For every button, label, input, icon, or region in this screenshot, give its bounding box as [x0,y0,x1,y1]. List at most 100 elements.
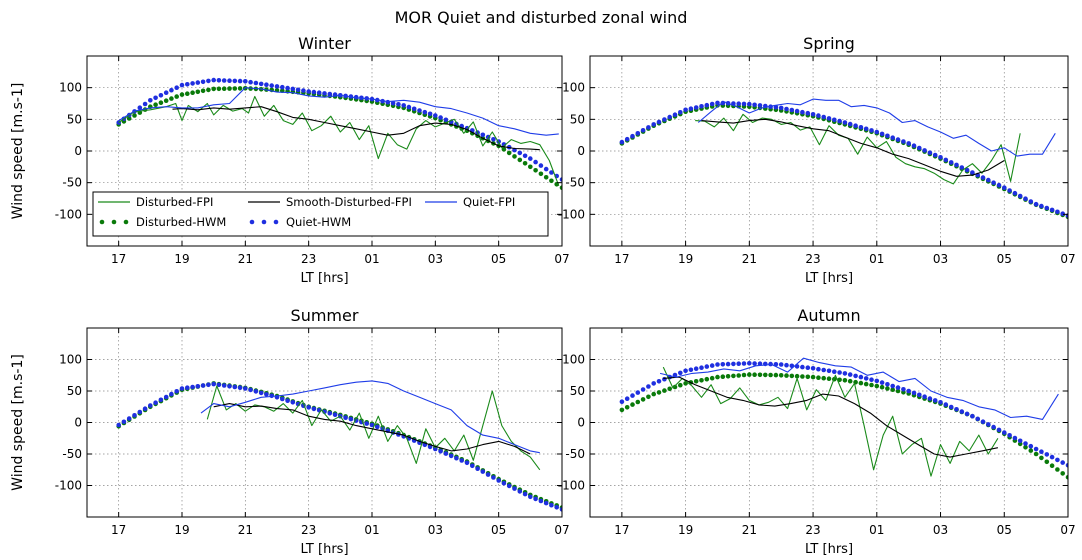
panel-winter: 17 19 21 23 01 03 05 07 -100 -50 0 50 100 Winter LT [h… [10,34,570,286]
hwm-point [533,496,538,502]
hwm-point [174,94,179,99]
hwm-point [757,372,763,378]
hwm-point [1017,438,1023,444]
hwm-point [741,101,747,107]
x-tick-label: 01 [869,252,884,266]
hwm-point [747,101,752,107]
hwm-point [190,90,195,95]
hwm-point [427,444,433,450]
hwm-point [506,483,512,489]
hwm-point [832,369,837,375]
hwm-point [237,86,243,91]
hwm-point [858,380,864,386]
hwm-point [501,480,507,486]
x-tick-label: 19 [678,523,693,537]
hwm-point [1012,190,1018,196]
hwm-point [816,113,821,118]
y-tick-label: 0 [577,416,585,430]
panel-title: Summer [291,306,359,325]
legend-entry-quiet-hwm: Quiet-HWM [249,215,351,229]
hwm-point [459,458,465,463]
hwm-point [258,390,264,396]
series-smooth-disturbed-fpi [701,118,1005,177]
hwm-point [970,413,975,419]
y-tick-label: 50 [570,112,585,126]
series-smooth-disturbed-fpi [663,376,999,458]
hwm-point [789,107,795,113]
hwm-point [715,100,720,106]
legend-entry-quiet-fpi: Quiet-FPI [425,195,515,209]
hwm-point [959,165,965,170]
hwm-point [863,126,869,132]
hwm-point [195,89,201,95]
hwm-point [736,101,741,106]
hwm-point [901,139,906,144]
x-tick-label: 23 [301,252,316,266]
hwm-point [327,411,333,416]
hwm-point [301,88,306,93]
x-tick-label: 17 [111,252,126,266]
hwm-point [1002,430,1007,435]
hwm-point [741,361,747,366]
hwm-point [895,388,901,394]
hwm-point [959,409,965,414]
hwm-point [810,374,816,380]
hwm-point [975,416,980,422]
hwm-point [1044,459,1050,465]
hwm-point [200,88,206,94]
hwm-point [991,180,996,185]
hwm-point [784,362,789,368]
hwm-point [890,383,895,389]
legend-swatch [273,219,279,225]
hwm-point [895,137,901,142]
hwm-point [741,372,747,378]
legend-entry-smooth-disturbed-fpi: Smooth-Disturbed-FPI [248,195,412,209]
hwm-point [163,98,169,103]
hwm-point [842,371,848,376]
hwm-point [464,460,470,466]
y-tick-label: 50 [570,384,585,398]
hwm-point [810,112,816,117]
hwm-point [640,397,646,402]
hwm-point [163,394,169,400]
hwm-point [651,122,656,127]
hwm-point [699,378,704,383]
hwm-point [980,175,986,180]
hwm-point [1055,209,1060,215]
y-tick-label: -50 [62,176,82,190]
hwm-point [821,375,826,381]
hwm-point [699,104,704,109]
hwm-point [512,154,517,159]
hwm-point [169,96,174,101]
legend-swatch [123,219,129,225]
hwm-point [306,89,312,94]
series-quiet-hwm [116,381,562,512]
series-disturbed-fpi [662,366,999,477]
hwm-point [847,372,853,377]
hwm-point [501,147,507,152]
hwm-point [411,106,417,112]
hwm-point [704,376,710,382]
series-quiet-fpi [659,357,1059,420]
legend-swatch [261,219,267,225]
hwm-point [747,361,752,366]
hwm-point [237,385,243,391]
hwm-point [221,78,227,83]
hwm-point [121,419,127,425]
y-tick-label: 50 [67,112,82,126]
series-disturbed-hwm [116,86,562,190]
hwm-point [216,86,222,92]
panel-title: Winter [298,34,351,53]
x-tick-label: 01 [364,523,379,537]
hwm-point [443,451,449,456]
hwm-point [174,85,179,90]
hwm-point [794,373,800,379]
hwm-point [651,381,656,386]
hwm-point [195,80,201,85]
hwm-point [619,407,625,413]
hwm-point [221,383,227,388]
hwm-point [528,494,533,500]
legend-label: Disturbed-FPI [136,195,213,209]
legend-label: Quiet-FPI [463,195,515,209]
legend-box [92,191,549,237]
